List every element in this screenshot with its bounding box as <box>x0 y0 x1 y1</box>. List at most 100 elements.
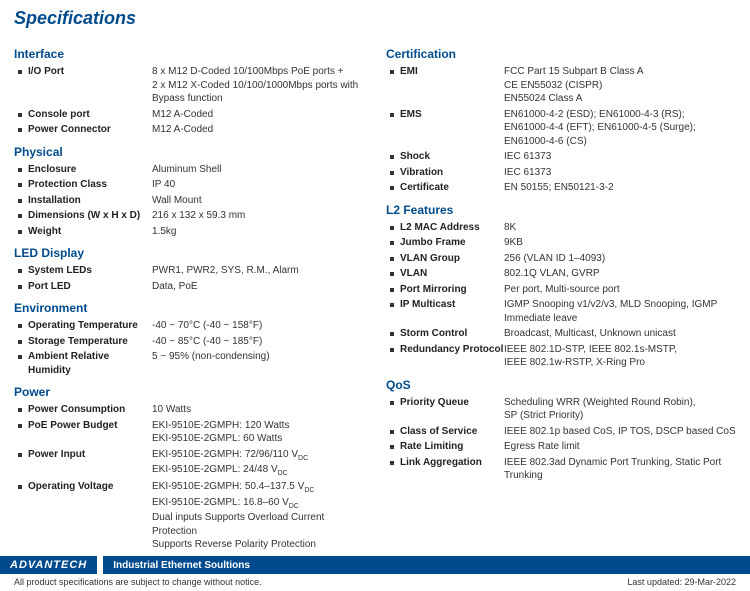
section-title: Power <box>14 385 364 399</box>
spec-value: IEC 61373 <box>504 150 736 164</box>
spec-label: Operating Temperature <box>14 319 152 333</box>
spec-label: Power Connector <box>14 123 152 137</box>
spec-label: Installation <box>14 194 152 208</box>
footer-bar: ADVANTECH Industrial Ethernet Soultions <box>0 556 750 574</box>
footer-note: All product specifications are subject t… <box>0 574 750 591</box>
spec-label: Enclosure <box>14 163 152 177</box>
bullet-icon <box>18 199 22 203</box>
spec-label-text: Priority Queue <box>400 396 469 410</box>
bullet-icon <box>18 70 22 74</box>
spec-value: EN61000-4-2 (ESD); EN61000-4-3 (RS);EN61… <box>504 108 736 149</box>
spec-label-text: Storage Temperature <box>28 335 128 349</box>
spec-label: Weight <box>14 225 152 239</box>
spec-value: IEEE 802.1p based CoS, IP TOS, DSCP base… <box>504 425 736 439</box>
bullet-icon <box>390 445 394 449</box>
spec-value: Per port, Multi-source port <box>504 283 736 297</box>
spec-value: 8 x M12 D-Coded 10/100Mbps PoE ports +2 … <box>152 65 364 106</box>
spec-label-text: Jumbo Frame <box>400 236 466 250</box>
spec-row: Class of Service IEEE 802.1p based CoS, I… <box>386 425 736 439</box>
spec-row: VibrationIEC 61373 <box>386 166 736 180</box>
spec-row: VLAN802.1Q VLAN, GVRP <box>386 267 736 281</box>
bullet-icon <box>390 401 394 405</box>
spec-row: Rate LimitingEgress Rate limit <box>386 440 736 454</box>
spec-value: 802.1Q VLAN, GVRP <box>504 267 736 281</box>
spec-value: Egress Rate limit <box>504 440 736 454</box>
spec-label: IP Multicast <box>386 298 504 312</box>
spec-label: Certificate <box>386 181 504 195</box>
spec-label: Protection Class <box>14 178 152 192</box>
spec-label-text: Redundancy Protocol <box>400 343 503 357</box>
section-title: L2 Features <box>386 203 736 217</box>
spec-row: Protection Class IP 40 <box>14 178 364 192</box>
spec-value: PWR1, PWR2, SYS, R.M., Alarm <box>152 264 364 278</box>
spec-label: L2 MAC Address <box>386 221 504 235</box>
spec-value: IGMP Snooping v1/v2/v3, MLD Snooping, IG… <box>504 298 736 325</box>
spec-label-text: Operating Voltage <box>28 480 113 494</box>
spec-label-text: EMI <box>400 65 418 79</box>
spec-label-text: Certificate <box>400 181 449 195</box>
bullet-icon <box>390 332 394 336</box>
bullet-icon <box>18 408 22 412</box>
spec-row: EMIFCC Part 15 Subpart B Class ACE EN550… <box>386 65 736 106</box>
spec-label-text: L2 MAC Address <box>400 221 480 235</box>
spec-row: Port Mirroring Per port, Multi-source por… <box>386 283 736 297</box>
bullet-icon <box>390 461 394 465</box>
spec-label: Link Aggregation <box>386 456 504 470</box>
spec-value: 9KB <box>504 236 736 250</box>
spec-label-text: Installation <box>28 194 81 208</box>
bullet-icon <box>390 186 394 190</box>
spec-label-text: Port Mirroring <box>400 283 467 297</box>
bullet-icon <box>390 257 394 261</box>
bullet-icon <box>18 485 22 489</box>
spec-label-text: IP Multicast <box>400 298 455 312</box>
spec-row: Power Consumption10 Watts <box>14 403 364 417</box>
spec-label-text: Power Input <box>28 448 85 462</box>
spec-value: 216 x 132 x 59.3 mm <box>152 209 364 223</box>
spec-value: Scheduling WRR (Weighted Round Robin),SP… <box>504 396 736 423</box>
bullet-icon <box>18 453 22 457</box>
bullet-icon <box>18 285 22 289</box>
spec-value: 1.5kg <box>152 225 364 239</box>
spec-row: Link AggregationIEEE 802.3ad Dynamic Por… <box>386 456 736 483</box>
spec-label: VLAN <box>386 267 504 281</box>
spec-label-text: VLAN Group <box>400 252 460 266</box>
spec-label-text: PoE Power Budget <box>28 419 117 433</box>
spec-row: System LEDsPWR1, PWR2, SYS, R.M., Alarm <box>14 264 364 278</box>
spec-label-text: Operating Temperature <box>28 319 138 333</box>
spec-row: Power Input EKI-9510E-2GMPH: 72/96/110 VD… <box>14 448 364 479</box>
spec-label: Priority Queue <box>386 396 504 410</box>
bullet-icon <box>18 168 22 172</box>
bullet-icon <box>390 155 394 159</box>
spec-value: 8K <box>504 221 736 235</box>
spec-row: Storage Temperature-40 ~ 85°C (-40 ~ 185… <box>14 335 364 349</box>
spec-row: Weight 1.5kg <box>14 225 364 239</box>
spec-row: Port LEDData, PoE <box>14 280 364 294</box>
spec-label: Rate Limiting <box>386 440 504 454</box>
spec-row: Jumbo Frame 9KB <box>386 236 736 250</box>
spec-label-text: Power Connector <box>28 123 111 137</box>
spec-row: PoE Power BudgetEKI-9510E-2GMPH: 120 Wat… <box>14 419 364 446</box>
spec-label: PoE Power Budget <box>14 419 152 433</box>
bullet-icon <box>18 424 22 428</box>
spec-value: IP 40 <box>152 178 364 192</box>
footer: ADVANTECH Industrial Ethernet Soultions … <box>0 556 750 591</box>
spec-value: M12 A-Coded <box>152 108 364 122</box>
spec-label-text: Weight <box>28 225 61 239</box>
spec-label-text: Class of Service <box>400 425 477 439</box>
spec-label: EMS <box>386 108 504 122</box>
spec-value: EN 50155; EN50121-3-2 <box>504 181 736 195</box>
footer-disclaimer: All product specifications are subject t… <box>14 577 262 587</box>
spec-value: 5 ~ 95% (non-condensing) <box>152 350 364 364</box>
spec-value: 10 Watts <box>152 403 364 417</box>
spec-value: EKI-9510E-2GMPH: 72/96/110 VDCEKI-9510E-… <box>152 448 364 479</box>
bullet-icon <box>18 324 22 328</box>
section-title: Certification <box>386 47 736 61</box>
spec-value: Wall Mount <box>152 194 364 208</box>
spec-value: IEC 61373 <box>504 166 736 180</box>
spec-label: Redundancy Protocol <box>386 343 504 357</box>
spec-row: Operating Temperature-40 ~ 70°C (-40 ~ 1… <box>14 319 364 333</box>
spec-label-text: Protection Class <box>28 178 107 192</box>
spec-label-text: EMS <box>400 108 422 122</box>
bullet-icon <box>18 128 22 132</box>
right-column: Certification EMIFCC Part 15 Subpart B Cl… <box>386 39 736 554</box>
